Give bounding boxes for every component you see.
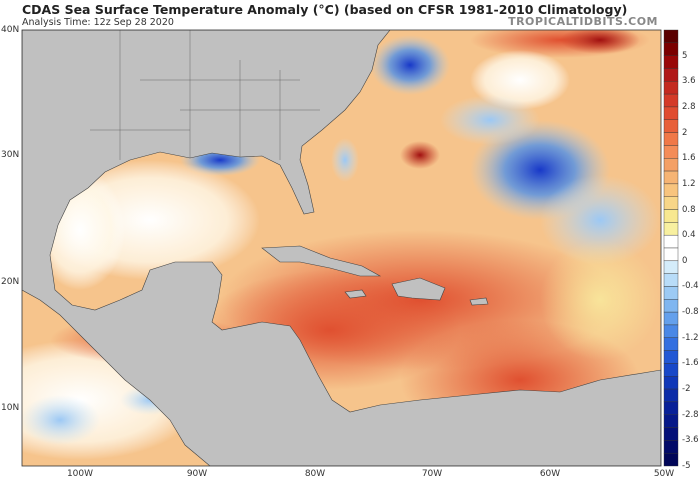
colorbar-segment (663, 222, 679, 236)
map-title: CDAS Sea Surface Temperature Anomaly (°C… (22, 2, 628, 17)
cuba (261, 245, 382, 277)
colorbar-segment (663, 55, 679, 69)
colorbar-tick-label: 2 (682, 127, 688, 138)
lon-label-100w: 100W (66, 469, 94, 479)
colorbar-segment (663, 119, 679, 133)
colorbar-segment (663, 286, 679, 300)
lat-label-10n: 10N (1, 403, 20, 413)
colorbar-segment (663, 145, 679, 159)
colorbar-tick-label: 5 (682, 50, 688, 61)
lat-label-20n: 20N (1, 277, 20, 287)
colorbar-segment (663, 311, 679, 326)
colorbar-tick-label: -3.6 (682, 435, 699, 446)
colorbar-tick-label: -2.8 (682, 409, 699, 420)
colorbar-segment (663, 376, 679, 390)
colorbar-tick-label: 0.4 (682, 230, 696, 241)
colorbar-tick-label: -2 (682, 384, 691, 395)
lon-label-80w: 80W (304, 469, 326, 479)
colorbar-segment (663, 183, 679, 197)
colorbar-segment (663, 350, 679, 364)
colorbar-segment (663, 414, 679, 428)
colorbar-tick-label: 3.6 (682, 76, 696, 87)
colorbar-segment (663, 260, 679, 274)
colorbar-tick-label: -5 (682, 461, 691, 471)
lat-label-30n: 30N (1, 150, 20, 160)
colorbar-segment (663, 106, 679, 120)
colorbar-tick-label: 2.8 (682, 101, 696, 112)
colorbar-segment (663, 452, 679, 467)
map-frame (21, 29, 662, 467)
colorbar-segment (663, 68, 679, 82)
lon-label-90w: 90W (186, 469, 208, 479)
colorbar-tick-label: 1.2 (682, 178, 696, 189)
lon-label-50w: 50W (653, 469, 675, 479)
jamaica (344, 289, 367, 299)
colorbar-tick-label: -0.8 (682, 307, 699, 318)
colorbar-tick-label: -1.6 (682, 358, 699, 369)
colorbar-segment (663, 132, 679, 146)
puerto-rico (469, 297, 489, 306)
land-masses (22, 30, 661, 466)
colorbar-segment (663, 42, 679, 56)
colorbar-segment (663, 440, 679, 454)
state-borders (90, 30, 320, 160)
hispaniola (391, 277, 446, 301)
sst-field (22, 30, 661, 466)
colorbar-segment (663, 273, 679, 287)
brand-watermark: TROPICALTIDBITS.COM (508, 15, 658, 28)
analysis-time: Analysis Time: 12z Sep 28 2020 (22, 17, 174, 28)
colorbar-segment (663, 93, 679, 108)
lat-label-40n: 40N (1, 25, 20, 35)
north-america-land (22, 30, 661, 466)
lon-label-60w: 60W (539, 469, 561, 479)
colorbar-segment (663, 158, 679, 172)
colorbar-segment (663, 209, 679, 223)
colorbar-tick-label: 0.8 (682, 204, 696, 215)
colorbar-segment (663, 337, 679, 351)
colorbar-tick-label: 0 (682, 255, 688, 266)
lon-label-70w: 70W (421, 469, 443, 479)
colorbar-segment (663, 299, 679, 313)
colorbar-segment (663, 363, 679, 377)
colorbar-segment (663, 401, 679, 415)
colorbar-segment (663, 29, 679, 44)
colorbar-segment (663, 170, 679, 185)
colorbar-segment (663, 196, 679, 210)
colorbar-tick-label: 1.6 (682, 153, 696, 164)
colorbar-segment (663, 388, 679, 403)
colorbar-segment (663, 234, 679, 249)
colorbar-segment (663, 81, 679, 95)
colorbar-segment (663, 324, 679, 338)
colorbar-segment (663, 247, 679, 262)
colorbar-tick-label: -1.2 (682, 332, 699, 343)
colorbar-tick-label: -0.4 (682, 281, 699, 292)
colorbar-segment (663, 427, 679, 441)
colorbar (663, 29, 679, 467)
